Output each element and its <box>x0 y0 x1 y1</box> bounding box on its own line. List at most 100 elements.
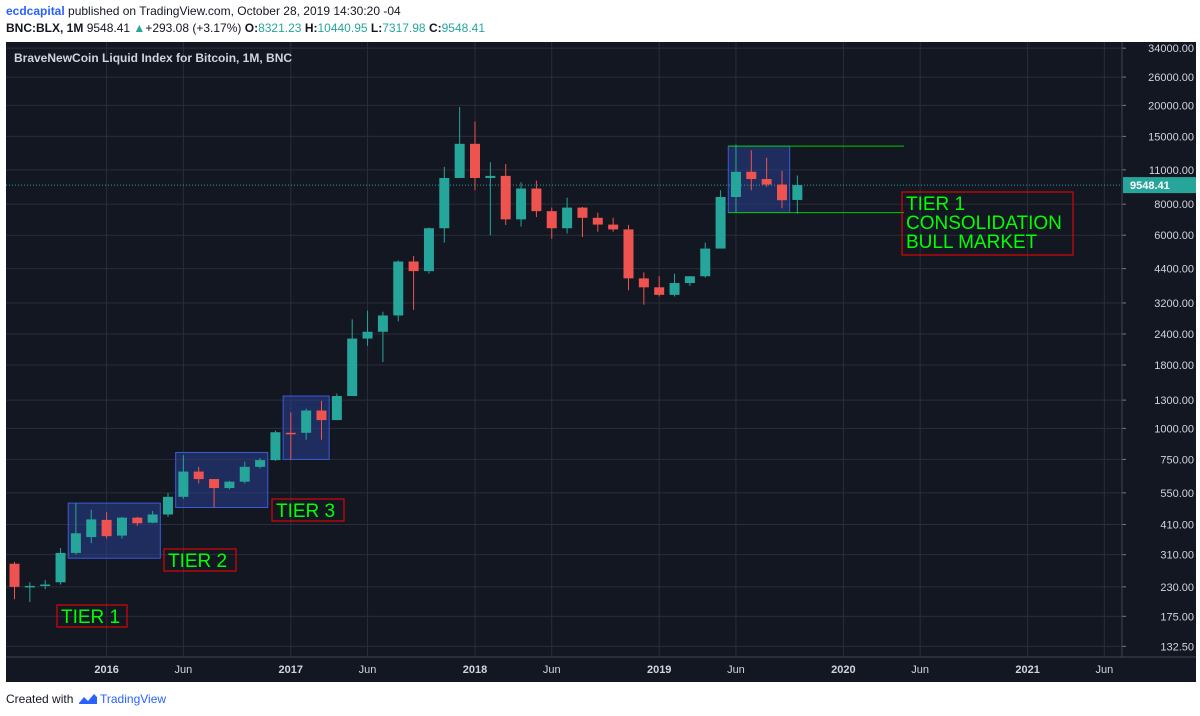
candle-body[interactable] <box>654 287 665 295</box>
candle-body[interactable] <box>116 517 127 536</box>
candle-body[interactable] <box>700 248 711 277</box>
low-value: 7317.98 <box>382 21 426 35</box>
candle-body[interactable] <box>193 471 204 480</box>
candle-body[interactable] <box>408 261 419 272</box>
tradingview-brand-link[interactable]: TradingView <box>100 692 167 706</box>
footer: Created with TradingView <box>0 684 1200 716</box>
tier-box[interactable] <box>67 502 161 559</box>
price-tick-label: 310.00 <box>1160 550 1194 562</box>
high-value: 10440.95 <box>317 21 368 35</box>
candle-body[interactable] <box>224 481 235 489</box>
candle-body[interactable] <box>531 188 542 212</box>
candlestick-chart[interactable]: 132.50 175.00 230.00 310.00 410.00 550.00 750.… <box>0 40 1200 684</box>
candle-body[interactable] <box>439 177 450 229</box>
chart-title: BraveNewCoin Liquid Index for Bitcoin, 1… <box>14 51 292 65</box>
annotation-label-box[interactable] <box>163 548 237 572</box>
time-tick-label: Jun <box>727 664 745 676</box>
annotation-label-box[interactable] <box>56 604 128 628</box>
price-tick-label: 1800.00 <box>1154 360 1194 372</box>
annotation-text: CONSOLIDATION <box>906 213 1062 234</box>
candle-body[interactable] <box>669 283 680 295</box>
candle-body[interactable] <box>40 584 51 587</box>
time-axis[interactable] <box>6 657 1196 682</box>
candle-body[interactable] <box>70 533 81 553</box>
candle-body[interactable] <box>684 276 695 284</box>
candle-body[interactable] <box>101 519 112 537</box>
candle-body[interactable] <box>516 188 527 220</box>
candle-body[interactable] <box>86 519 97 538</box>
candle-body[interactable] <box>24 585 35 588</box>
candle-body[interactable] <box>178 471 189 497</box>
annotation-label-box[interactable] <box>271 498 345 522</box>
annotation-text: BULL MARKET <box>906 232 1038 253</box>
candle-body[interactable] <box>347 338 358 397</box>
price-tick-label: 26000.00 <box>1148 72 1194 84</box>
candle-body[interactable] <box>500 175 511 220</box>
candle-body[interactable] <box>147 514 158 523</box>
candle-body[interactable] <box>746 171 757 180</box>
published-text: published on TradingView.com, October 28… <box>64 4 401 18</box>
candle-body[interactable] <box>454 143 465 178</box>
candle-body[interactable] <box>377 315 388 332</box>
candle-body[interactable] <box>792 185 803 200</box>
candle-body[interactable] <box>761 179 772 185</box>
candle-body[interactable] <box>255 460 266 467</box>
candle-body[interactable] <box>362 331 373 339</box>
candle-body[interactable] <box>730 171 741 198</box>
close-value: 9548.41 <box>441 21 486 35</box>
time-tick-label: Jun <box>543 664 561 676</box>
candle-body[interactable] <box>485 175 496 178</box>
price-tick-label: 132.50 <box>1160 641 1194 653</box>
annotation-label-box[interactable] <box>901 191 1074 256</box>
price-tick-label: 4400.00 <box>1154 264 1194 276</box>
price-tick-label: 34000.00 <box>1148 43 1194 55</box>
time-tick-label: Jun <box>174 664 192 676</box>
created-with-label: Created with <box>6 692 74 706</box>
last-price-badge <box>1123 177 1196 194</box>
high-label: H: <box>304 21 318 35</box>
candle-body[interactable] <box>562 207 573 229</box>
last-price: 9548.41 <box>86 21 131 35</box>
candle-body[interactable] <box>423 228 434 272</box>
candle-body[interactable] <box>715 197 726 249</box>
candle-body[interactable] <box>239 466 250 482</box>
tier-box[interactable] <box>175 451 269 509</box>
price-tick-label: 175.00 <box>1160 611 1194 623</box>
annotation-text: TIER 2 <box>168 551 227 572</box>
candle-body[interactable] <box>301 410 312 433</box>
candle-body[interactable] <box>577 207 588 218</box>
candle-body[interactable] <box>9 563 20 587</box>
time-tick-label: 2019 <box>647 664 671 676</box>
candle-body[interactable] <box>55 552 66 583</box>
candle-body[interactable] <box>592 217 603 225</box>
candle-body[interactable] <box>285 432 296 435</box>
price-tick-label: 750.00 <box>1160 454 1194 466</box>
candle-body[interactable] <box>132 517 143 524</box>
price-axis[interactable] <box>1122 42 1196 657</box>
candle-body[interactable] <box>393 261 404 316</box>
candle-body[interactable] <box>209 479 220 489</box>
candle-body[interactable] <box>638 278 649 288</box>
candle-body[interactable] <box>777 184 787 201</box>
candle-body[interactable] <box>331 396 342 421</box>
low-label: L: <box>370 21 383 35</box>
candle-body[interactable] <box>608 224 619 230</box>
time-tick-label: Jun <box>911 664 929 676</box>
candle-body[interactable] <box>270 432 281 461</box>
candle-body[interactable] <box>163 496 173 515</box>
candle-body[interactable] <box>623 229 634 279</box>
price-tick-label: 1000.00 <box>1154 423 1194 435</box>
time-tick-label: Jun <box>1095 664 1113 676</box>
open-value: 8321.23 <box>258 21 302 35</box>
price-tick-label: 11000.00 <box>1149 165 1194 177</box>
candle-body[interactable] <box>546 211 557 229</box>
tradingview-logo-icon <box>79 694 97 704</box>
price-tick-label: 410.00 <box>1160 520 1194 532</box>
author-link[interactable]: ecdcapital <box>6 4 65 18</box>
time-tick-label: 2020 <box>831 664 855 676</box>
time-tick-label: Jun <box>359 664 377 676</box>
candle-body[interactable] <box>470 143 480 178</box>
price-change: +293.08 (+3.17%) <box>145 21 242 35</box>
candle-body[interactable] <box>316 410 327 421</box>
annotation-text: TIER 1 <box>906 194 965 215</box>
